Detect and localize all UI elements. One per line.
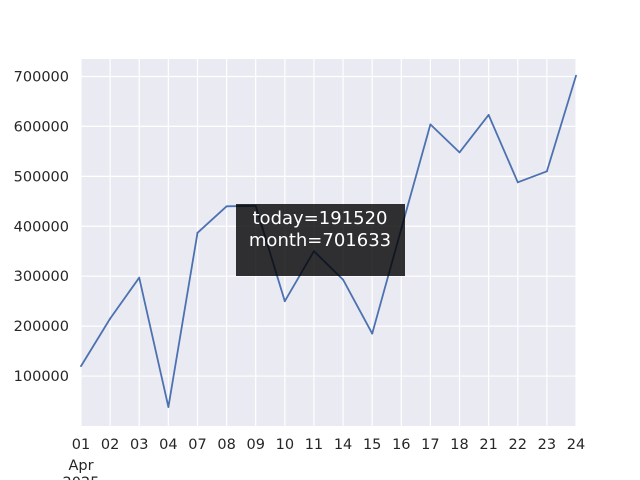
x-tick-label: 21: [479, 437, 497, 453]
annotation-today: today=191520: [253, 208, 388, 229]
x-tick-label: 18: [450, 437, 468, 453]
data-point: [429, 123, 432, 126]
data-point: [225, 205, 228, 208]
x-tick-label: 03: [130, 437, 148, 453]
y-tick-label: 200000: [14, 319, 69, 335]
x-tick-sublabel: Apr: [68, 458, 93, 474]
x-tick-label: 17: [421, 437, 439, 453]
x-tick-label: 01: [72, 437, 90, 453]
data-point: [109, 317, 112, 320]
data-point: [138, 276, 141, 279]
y-axis-ticks: 100000 200000 300000 400000 500000 600000 7000…: [14, 69, 69, 385]
data-point: [196, 231, 199, 234]
y-tick-label: 500000: [14, 169, 69, 185]
data-point: [545, 170, 548, 173]
data-point: [487, 114, 490, 116]
x-tick-label: 24: [567, 437, 585, 453]
data-point: [516, 181, 519, 184]
data-point: [575, 74, 577, 77]
x-tick-label: 14: [334, 437, 352, 453]
hover-annotation: today=191520 month=701633: [236, 204, 405, 276]
x-tick-label: 08: [217, 437, 235, 453]
x-tick-label: 15: [363, 437, 381, 453]
data-point: [283, 300, 286, 303]
x-tick-label: 04: [159, 437, 177, 453]
x-tick-label: 10: [276, 437, 294, 453]
x-tick-label: 22: [509, 437, 527, 453]
x-tick-label: 09: [246, 437, 264, 453]
data-point: [342, 278, 344, 281]
x-axis-ticks: 01 02 03 04 07 08 09 10 11 14 15 16 17 18 21 22 23 24 Apr2…: [63, 437, 586, 480]
x-tick-label: 07: [188, 437, 206, 453]
data-point: [371, 332, 374, 335]
x-tick-label: 11: [305, 437, 323, 453]
x-tick-label: 02: [101, 437, 119, 453]
annotation-month: month=701633: [249, 230, 391, 251]
y-tick-label: 600000: [14, 119, 69, 135]
x-tick-label: 16: [392, 437, 410, 453]
annotation-box: [236, 204, 405, 276]
y-tick-label: 700000: [14, 69, 69, 85]
x-tick-label: 23: [538, 437, 556, 453]
y-tick-label: 300000: [14, 269, 69, 285]
data-point: [80, 365, 82, 367]
x-tick-sublabel: 2025: [63, 475, 100, 480]
data-point: [167, 406, 170, 408]
data-point: [458, 151, 461, 154]
y-tick-label: 400000: [14, 219, 69, 235]
y-tick-label: 100000: [14, 369, 69, 385]
